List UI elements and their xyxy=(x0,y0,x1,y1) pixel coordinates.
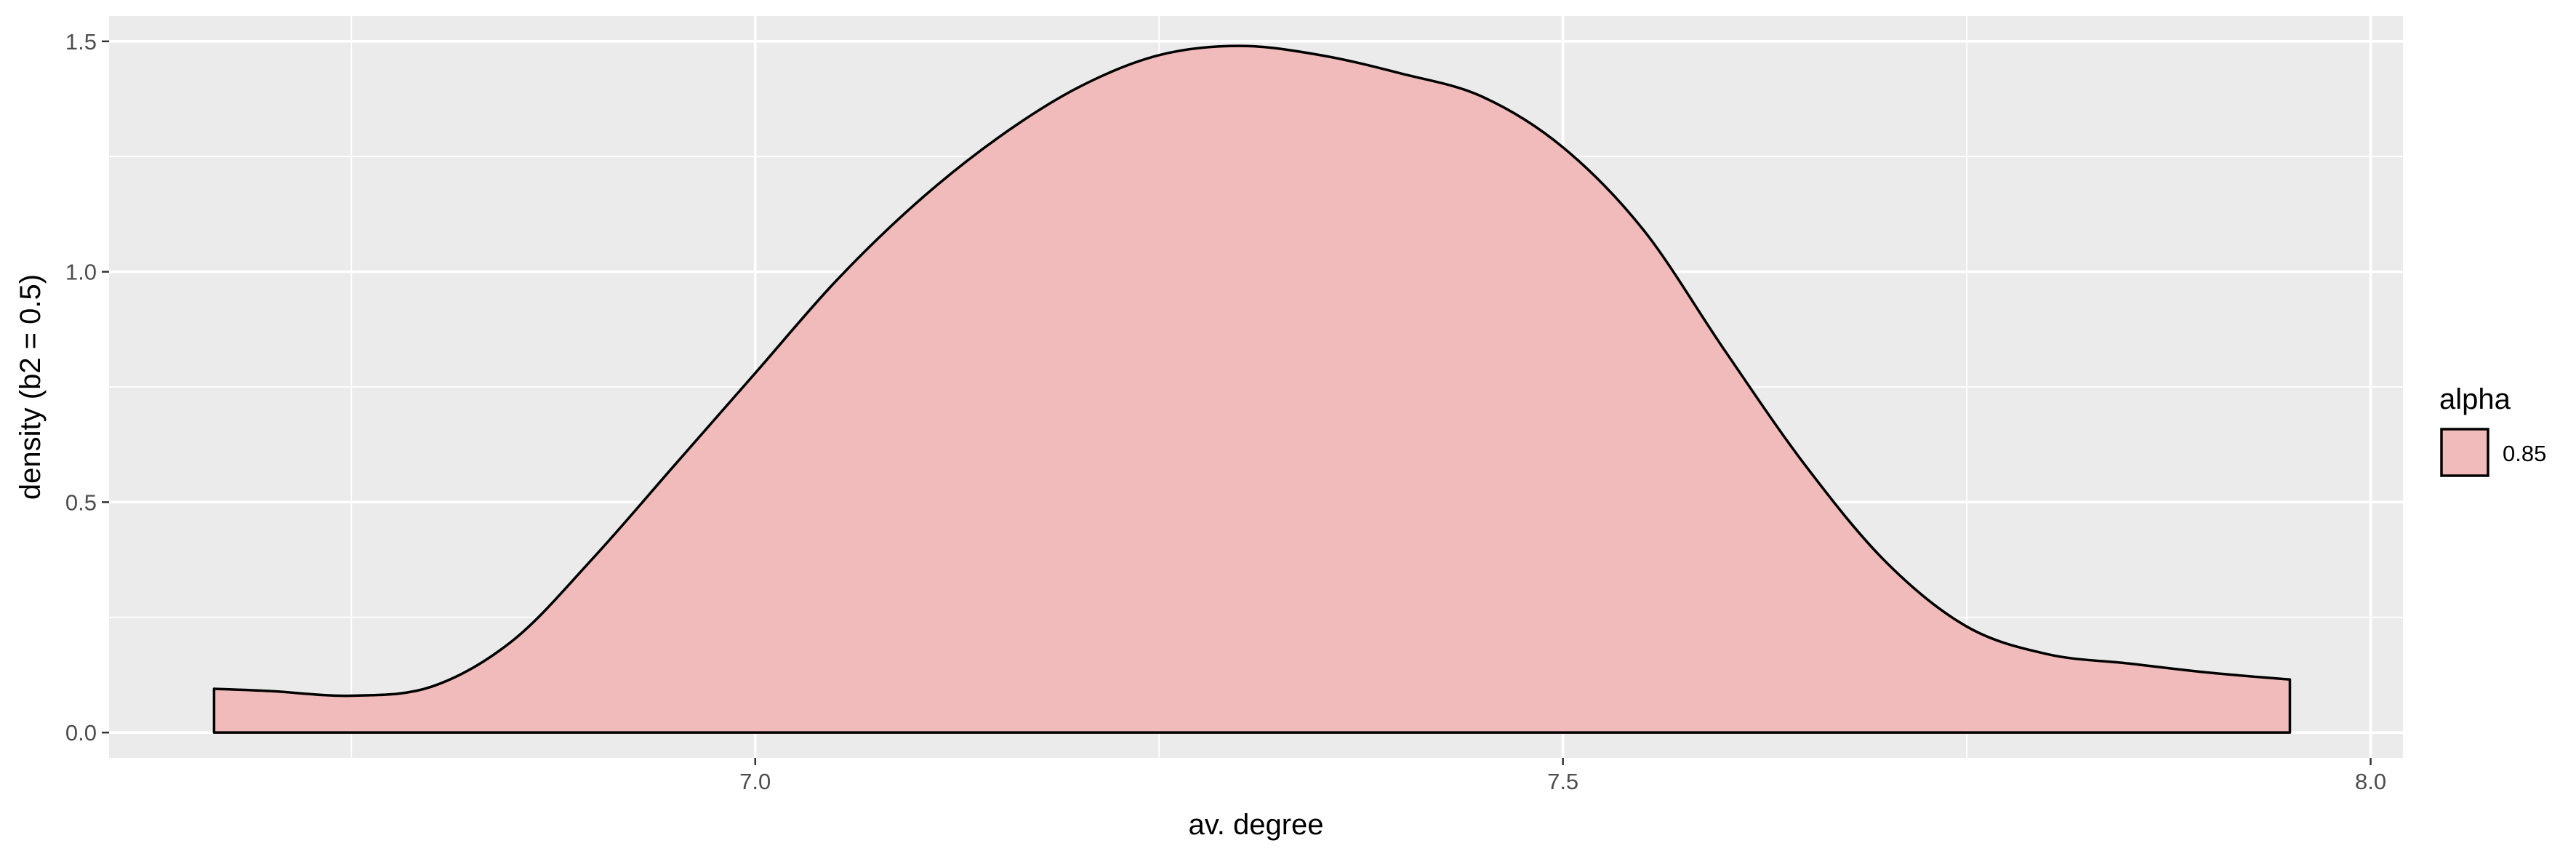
y-tick-label: 1.0 xyxy=(65,260,97,285)
legend-title: alpha xyxy=(2439,383,2511,415)
x-axis-ticks: 7.0 7.5 8.0 xyxy=(739,758,2386,794)
x-tick-label: 7.5 xyxy=(1547,769,1578,794)
y-axis-ticks: 0.0 0.5 1.0 1.5 xyxy=(65,29,109,746)
x-tick-label: 7.0 xyxy=(739,769,771,794)
y-tick-label: 0.5 xyxy=(65,490,97,515)
x-axis-title: av. degree xyxy=(1188,809,1323,841)
density-area xyxy=(212,44,2292,734)
legend-key-label: 0.85 xyxy=(2503,441,2546,466)
legend-key-swatch xyxy=(2440,428,2489,477)
legend: alpha 0.85 xyxy=(2439,383,2546,477)
x-tick-label: 8.0 xyxy=(2355,769,2386,794)
y-tick-label: 1.5 xyxy=(65,29,97,55)
y-axis-title: density (b2 = 0.5) xyxy=(15,274,47,500)
y-tick-label: 0.0 xyxy=(65,720,97,746)
